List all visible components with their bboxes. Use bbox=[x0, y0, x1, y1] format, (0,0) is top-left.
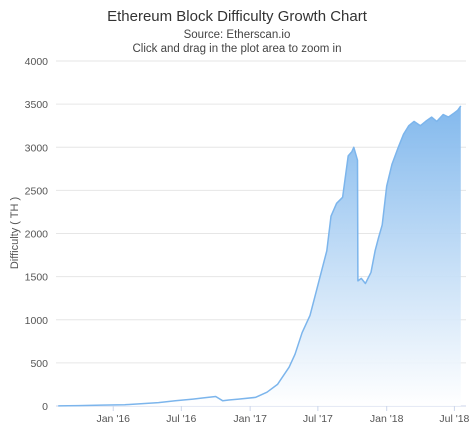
x-tick-label: Jul '16 bbox=[166, 413, 196, 425]
difficulty-area-fill bbox=[58, 105, 461, 407]
y-axis-title: Difficulty ( TH ) bbox=[9, 197, 21, 269]
y-tick-label: 2500 bbox=[25, 185, 49, 197]
chart-source: Source: Etherscan.io bbox=[184, 29, 291, 41]
y-tick-label: 3500 bbox=[25, 99, 49, 111]
y-tick-label: 4000 bbox=[25, 56, 49, 68]
y-tick-label: 0 bbox=[42, 401, 48, 413]
y-tick-label: 1500 bbox=[25, 272, 49, 284]
x-tick-label: Jan '18 bbox=[370, 413, 404, 425]
plot-area[interactable] bbox=[58, 105, 462, 407]
x-tick-label: Jan '16 bbox=[96, 413, 130, 425]
difficulty-series-line[interactable] bbox=[58, 105, 462, 407]
y-tick-label: 2000 bbox=[25, 229, 49, 241]
y-tick-label: 1000 bbox=[25, 315, 49, 327]
y-axis-ticks: 0 500 1000 1500 2000 2500 3000 3500 4000 bbox=[25, 56, 49, 413]
y-tick-label: 500 bbox=[30, 358, 48, 370]
y-tick-label: 3000 bbox=[25, 142, 49, 154]
chart-zoom-hint: Click and drag in the plot area to zoom … bbox=[132, 43, 341, 55]
x-axis-ticks: Jan '16 Jul '16 Jan '17 Jul '17 Jan '18 Jul '… bbox=[56, 405, 470, 425]
chart-title: Ethereum Block Difficulty Growth Chart bbox=[107, 8, 368, 25]
y-gridlines bbox=[56, 60, 466, 407]
x-tick-label: Jan '17 bbox=[233, 413, 267, 425]
x-tick-label: Jul '17 bbox=[303, 413, 333, 425]
x-tick-label: Jul '18 bbox=[439, 413, 469, 425]
